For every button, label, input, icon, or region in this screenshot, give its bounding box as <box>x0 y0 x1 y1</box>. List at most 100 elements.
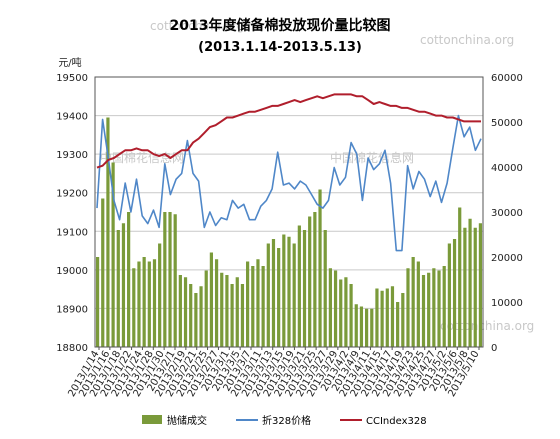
bar <box>323 230 327 347</box>
plot-border <box>94 76 484 348</box>
bar <box>266 243 270 347</box>
bar <box>261 266 265 347</box>
bar <box>111 162 115 347</box>
legend-swatch-bar <box>142 415 162 424</box>
bar <box>132 268 136 347</box>
bar <box>127 212 131 347</box>
bar <box>292 243 296 347</box>
y-right-tick-label: 60000 <box>491 73 523 84</box>
bar <box>189 284 193 347</box>
y-right-tick-label: 20000 <box>491 253 523 264</box>
bar <box>333 270 338 347</box>
bar <box>142 257 146 347</box>
bar <box>349 284 353 347</box>
bar <box>385 288 389 347</box>
bar <box>375 288 379 347</box>
bar <box>432 268 436 347</box>
bar <box>163 212 167 347</box>
bar <box>246 261 250 347</box>
bar <box>344 277 348 347</box>
y-right-tick-label: 0 <box>491 343 497 354</box>
bar <box>364 308 369 347</box>
legend-label-price: 折328价格 <box>262 414 311 427</box>
bar <box>380 290 384 347</box>
legend: 抛储成交 折328价格 CCIndex328 <box>142 414 427 427</box>
y-right-tick-label: 10000 <box>491 298 523 309</box>
bar <box>121 223 126 347</box>
y-left-tick-label: 18900 <box>56 304 88 315</box>
bar <box>437 270 441 347</box>
y-axis-right-ticks: 60000 50000 40000 30000 20000 10000 0 <box>491 73 523 354</box>
bar <box>106 117 110 347</box>
bar <box>396 302 400 347</box>
bar <box>390 286 395 347</box>
bar <box>458 207 462 347</box>
bar <box>282 234 286 347</box>
bar <box>406 268 410 347</box>
bar <box>235 277 239 347</box>
bar <box>411 257 415 347</box>
bar <box>463 227 467 347</box>
y-left-tick-label: 19400 <box>56 112 88 123</box>
y-right-tick-label: 50000 <box>491 118 523 129</box>
legend-item-bar: 抛储成交 <box>142 414 207 427</box>
bar <box>452 239 457 347</box>
bar <box>152 259 157 347</box>
y-left-tick-label: 19300 <box>56 150 88 161</box>
y-axis-left-ticks: 19500 19400 19300 19200 19100 19000 18900 18800 <box>56 73 88 354</box>
bar <box>277 248 281 347</box>
y-right-tick-label: 30000 <box>491 208 523 219</box>
bar <box>313 212 317 347</box>
bar <box>95 257 100 347</box>
y-left-tick-label: 19100 <box>56 227 88 238</box>
bar <box>339 279 343 347</box>
bar <box>178 275 182 347</box>
bar <box>220 272 224 347</box>
legend-item-index: CCIndex328 <box>340 416 427 427</box>
bar <box>173 214 177 347</box>
watermark-top-right: cottonchina.org <box>420 33 514 47</box>
legend-label-index: CCIndex328 <box>366 416 427 427</box>
ccindex-line <box>96 93 481 169</box>
y-right-tick-label: 40000 <box>491 163 523 174</box>
bar <box>328 268 332 347</box>
bar <box>308 216 312 347</box>
bar <box>359 306 364 347</box>
bar <box>271 239 276 347</box>
chart-subtitle: (2013.1.14-2013.5.13) <box>198 40 362 55</box>
bar-series <box>95 117 483 347</box>
bar <box>287 236 291 347</box>
y-left-tick-label: 19500 <box>56 73 88 84</box>
bar <box>147 261 151 347</box>
bar <box>214 259 219 347</box>
bar <box>401 293 405 347</box>
bar <box>194 293 198 347</box>
bar <box>209 252 214 347</box>
price-line <box>96 114 482 252</box>
y-axis-left-label: 元/吨 <box>58 56 81 69</box>
x-axis-ticks: 2013/1/142013/1/162013/1/182013/1/222013… <box>66 347 482 399</box>
bar <box>116 230 120 347</box>
bar <box>251 266 255 347</box>
line-series <box>96 93 482 252</box>
y-left-tick-label: 19000 <box>56 266 88 277</box>
chart-title: 2013年度储备棉投放现价量比较图 <box>170 17 391 34</box>
watermark-top-left: cottonchina.org <box>150 19 244 33</box>
bar <box>204 270 208 347</box>
legend-label-bar: 抛储成交 <box>167 414 207 427</box>
bar <box>473 227 477 347</box>
bar <box>302 230 307 347</box>
bar <box>240 284 245 347</box>
bar <box>199 286 203 347</box>
y-left-tick-label: 18800 <box>56 343 88 354</box>
bar <box>101 198 105 347</box>
bar <box>225 275 229 347</box>
bar <box>370 308 374 347</box>
bar <box>442 266 446 347</box>
y-left-tick-label: 19200 <box>56 189 88 200</box>
bar <box>427 272 431 347</box>
bar <box>256 259 260 347</box>
watermark-cn-right: 中国棉花信息网 <box>330 150 414 165</box>
